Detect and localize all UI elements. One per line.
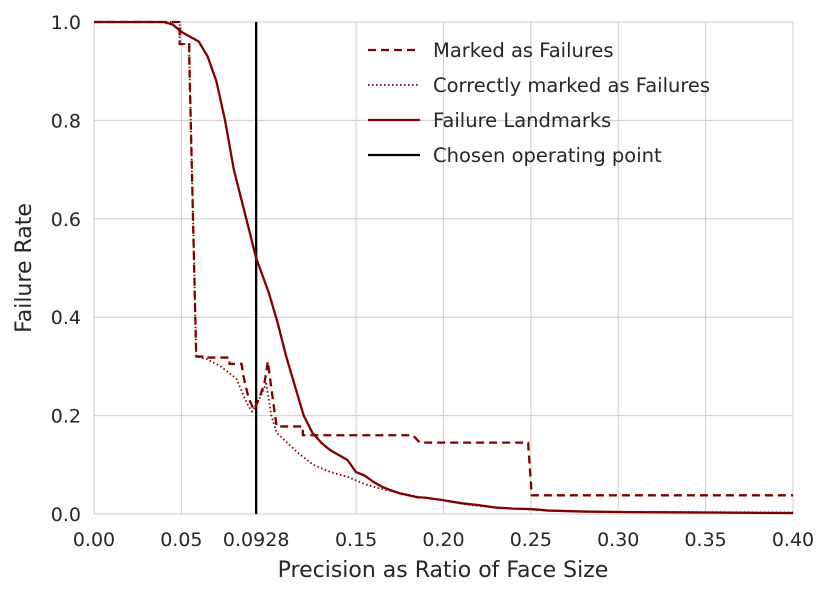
x-tick-label: 0.0928 bbox=[223, 529, 289, 551]
x-tick-label: 0.35 bbox=[684, 529, 726, 551]
series-line-failure-landmarks bbox=[94, 20, 794, 515]
legend-label: Marked as Failures bbox=[433, 39, 614, 62]
y-tick-label: 0.2 bbox=[51, 406, 81, 428]
y-axis-label: Failure Rate bbox=[12, 203, 37, 333]
x-tick-label: 0.05 bbox=[160, 529, 202, 551]
plot-frame bbox=[93, 21, 794, 515]
series-layer bbox=[94, 20, 794, 515]
y-tick-label: 0.6 bbox=[51, 209, 81, 231]
x-axis-label: Precision as Ratio of Face Size bbox=[278, 558, 609, 583]
y-axis-ticks: 0.0 0.2 0.4 0.6 0.8 1.0 bbox=[51, 12, 81, 526]
legend: Marked as Failures Correctly marked as Fa… bbox=[368, 39, 710, 167]
x-tick-label: 0.40 bbox=[772, 529, 814, 551]
y-tick-label: 0.4 bbox=[51, 307, 81, 329]
series-line-marked-as-failures bbox=[94, 20, 793, 497]
legend-label: Failure Landmarks bbox=[433, 109, 611, 132]
x-tick-label: 0.25 bbox=[510, 529, 552, 551]
y-tick-label: 0.0 bbox=[51, 504, 81, 526]
x-tick-label: 0.00 bbox=[73, 529, 115, 551]
x-tick-label: 0.15 bbox=[335, 529, 377, 551]
x-axis-ticks: 0.00 0.05 0.0928 0.15 0.20 0.25 0.30 0.35 0.40 bbox=[73, 529, 814, 551]
legend-label: Chosen operating point bbox=[433, 144, 662, 167]
y-tick-label: 0.8 bbox=[51, 110, 81, 132]
y-tick-label: 1.0 bbox=[51, 12, 81, 34]
x-tick-label: 0.30 bbox=[597, 529, 639, 551]
legend-label: Correctly marked as Failures bbox=[433, 74, 710, 97]
x-tick-label: 0.20 bbox=[422, 529, 464, 551]
